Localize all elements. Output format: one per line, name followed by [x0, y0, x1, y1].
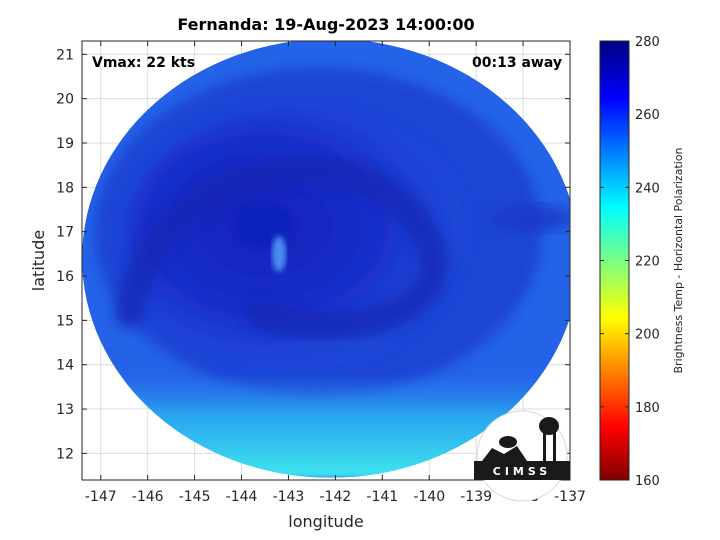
x-tick-label: -139	[460, 489, 492, 505]
y-tick-label: 17	[56, 225, 74, 241]
x-tick-label: -144	[226, 489, 258, 505]
satellite-dish-icon	[499, 436, 517, 448]
colorbar	[599, 40, 630, 481]
x-tick-label: -137	[554, 489, 586, 505]
y-axis-ticks: 12 13 14 15 16 17 18 19 20 21	[56, 47, 570, 462]
colorbar-ticks: 160 180 200 220 240 260 280	[600, 35, 660, 489]
y-tick-label: 21	[56, 47, 74, 63]
y-tick-label: 14	[56, 358, 74, 374]
colorbar-tick-label: 240	[635, 181, 660, 196]
x-tick-label: -141	[366, 489, 398, 505]
y-tick-label: 12	[56, 446, 74, 462]
x-tick-label: -145	[179, 489, 211, 505]
logo-ground	[474, 461, 570, 480]
colorbar-tick-label: 260	[635, 108, 660, 123]
colorbar-label: Brightness Temp - Horizontal Polarizatio…	[672, 147, 685, 373]
logo-building	[482, 446, 527, 461]
storm-eye	[272, 235, 287, 272]
y-tick-label: 15	[56, 313, 74, 329]
time-offset-annotation: 00:13 away	[472, 55, 562, 71]
x-tick-label: -146	[132, 489, 164, 505]
x-axis-ticks: -147-146-145-144-143-142-141-140-139-138…	[85, 41, 586, 505]
tower-leg	[543, 428, 546, 462]
y-tick-label: 16	[56, 269, 74, 285]
cimss-logo: CIMSS	[474, 410, 570, 502]
vmax-annotation: Vmax: 22 kts	[92, 55, 195, 71]
y-tick-label: 13	[56, 402, 74, 418]
tower-leg	[553, 428, 556, 462]
colorbar-tick-label: 220	[635, 255, 660, 270]
water-tower-icon	[539, 417, 559, 435]
colorbar-tick-label: 180	[635, 401, 660, 416]
x-tick-label: -147	[85, 489, 117, 505]
y-tick-label: 18	[56, 180, 74, 196]
logo-text: CIMSS	[493, 465, 551, 478]
colorbar-tick-label: 280	[635, 35, 660, 50]
brightness-temperature-footprint	[82, 41, 570, 478]
chart-title: Fernanda: 19-Aug-2023 14:00:00	[177, 15, 474, 34]
y-tick-label: 20	[56, 92, 74, 108]
y-axis-label: latitude	[29, 230, 48, 291]
colorbar-tick-label: 200	[635, 328, 660, 343]
colorbar-tick-label: 160	[635, 474, 660, 489]
x-axis-label: longitude	[288, 512, 363, 531]
x-tick-label: -143	[273, 489, 305, 505]
axes-frame	[81, 40, 571, 481]
x-tick-label: -140	[413, 489, 445, 505]
x-tick-label: -142	[319, 489, 351, 505]
y-tick-label: 19	[56, 136, 74, 152]
